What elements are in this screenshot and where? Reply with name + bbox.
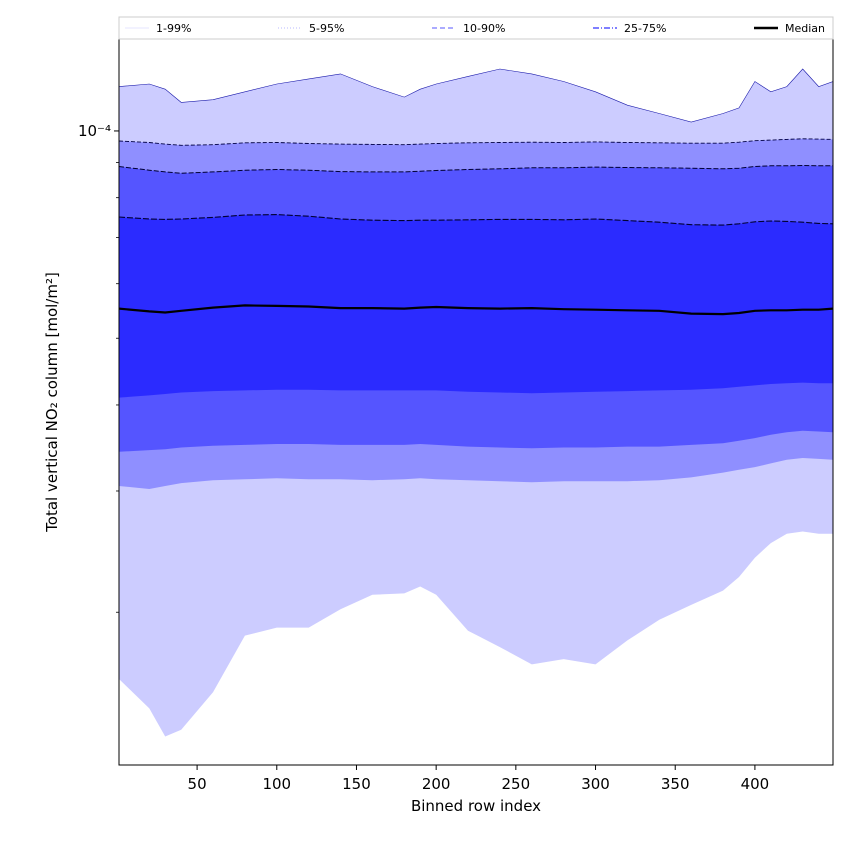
x-axis-ticks: 50 100 150 200 250 300 350 400 bbox=[188, 765, 770, 793]
x-axis-label: Binned row index bbox=[411, 797, 541, 815]
median-line-group bbox=[119, 304, 833, 316]
legend-label: 25-75% bbox=[624, 22, 666, 35]
x-tick-label: 300 bbox=[581, 775, 610, 793]
x-tick-label: 350 bbox=[661, 775, 690, 793]
median-line bbox=[119, 304, 833, 316]
x-tick-label: 100 bbox=[262, 775, 291, 793]
y-axis-label: Total vertical NO₂ column [mol/m²] bbox=[43, 272, 61, 533]
y-axis-ticks: 10⁻⁴ bbox=[78, 122, 119, 613]
legend-item-5-95: 5-95% bbox=[278, 22, 344, 35]
band-upper-line-5-95 bbox=[119, 138, 833, 146]
percentile-bands bbox=[119, 69, 833, 737]
legend-box bbox=[118, 16, 834, 40]
legend-label: Median bbox=[785, 22, 825, 35]
x-tick-label: 50 bbox=[188, 775, 207, 793]
legend-item-1-99: 1-99% bbox=[125, 22, 191, 35]
band-25-75 bbox=[119, 214, 833, 398]
legend-label: 5-95% bbox=[309, 22, 344, 35]
x-tick-label: 200 bbox=[422, 775, 451, 793]
legend-item-10-90: 10-90% bbox=[432, 22, 505, 35]
legend: 1-99% 5-95% 10-90% 25-75% Median bbox=[118, 16, 834, 40]
legend-label: 10-90% bbox=[463, 22, 505, 35]
legend-label: 1-99% bbox=[156, 22, 191, 35]
x-tick-label: 250 bbox=[502, 775, 531, 793]
legend-item-median: Median bbox=[754, 22, 825, 35]
band-boundary-lines bbox=[119, 68, 833, 226]
band-upper-line-1-99 bbox=[119, 68, 833, 123]
x-tick-label: 150 bbox=[342, 775, 371, 793]
x-tick-label: 400 bbox=[741, 775, 770, 793]
y-tick-label: 10⁻⁴ bbox=[78, 122, 111, 140]
legend-item-25-75: 25-75% bbox=[593, 22, 666, 35]
band-upper-line-10-90 bbox=[119, 164, 833, 174]
band-upper-line-25-75 bbox=[119, 214, 833, 226]
